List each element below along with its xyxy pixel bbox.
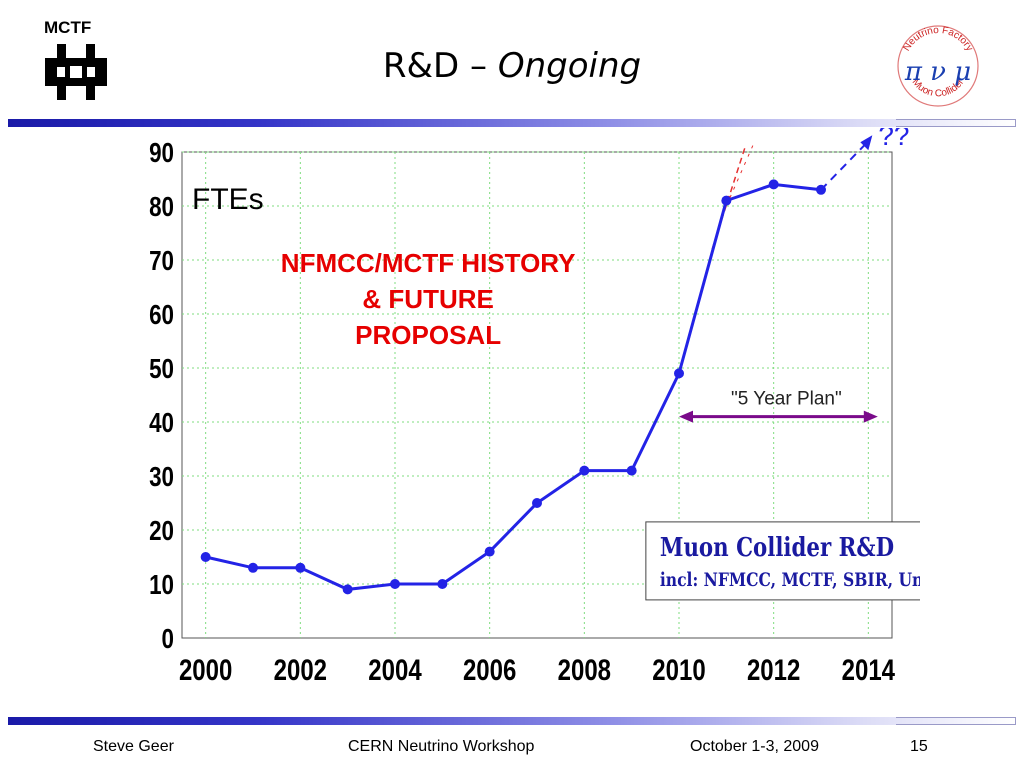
x-tick-label: 2012 [747, 652, 800, 686]
x-tick-label: 2014 [842, 652, 895, 686]
data-point [390, 579, 400, 589]
x-tick-label: 2010 [652, 652, 705, 686]
rd-box [645, 521, 937, 601]
org-label: MCTF [44, 18, 92, 37]
header-divider [8, 118, 1016, 127]
footer-divider [8, 716, 1016, 725]
y-tick-label: 20 [149, 516, 174, 547]
x-tick-label: 2004 [368, 652, 421, 686]
plan-arrowhead-right [863, 410, 878, 423]
y-tick-label: 40 [149, 408, 174, 439]
footer-event: CERN Neutrino Workshop [348, 738, 535, 755]
footer-page-number: 15 [910, 738, 928, 755]
page-title: R&D – Ongoing [0, 46, 1024, 86]
series-line [205, 182, 822, 591]
history-label: NFMCC/MCTF HISTORY [281, 248, 576, 278]
data-point [674, 368, 684, 379]
projection-label: ?? [878, 128, 909, 151]
chart-title: FTEs [192, 183, 264, 216]
data-point [721, 195, 732, 206]
title-italic: Ongoing [497, 46, 642, 86]
plan-label: "5 Year Plan" [731, 389, 842, 410]
trend-line-red [725, 140, 756, 207]
data-point [532, 498, 542, 508]
rd-box-subtitle: incl: NFMCC, MCTF, SBIR, Univ [660, 569, 920, 591]
history-label: PROPOSAL [355, 320, 501, 350]
title-main: R&D – [382, 46, 498, 86]
data-point [626, 465, 637, 476]
data-point [342, 584, 353, 595]
data-point [248, 562, 258, 573]
data-point [484, 546, 495, 557]
fte-chart: 0 10 20 30 40 50 60 70 80 90 2000 2002 2004 2006 2008 2… [130, 120, 939, 698]
neutrino-factory-muon-collider-logo: Neutrino Factory Muon Collider π ν μ [897, 25, 979, 107]
projection-arrowhead [860, 135, 873, 151]
footer-date: October 1-3, 2009 [690, 738, 819, 755]
y-tick-label: 30 [149, 462, 174, 493]
x-tick-label: 2006 [463, 652, 516, 686]
data-point [200, 552, 211, 562]
y-tick-label: 70 [149, 246, 174, 277]
footer-author: Steve Geer [93, 738, 174, 755]
history-label: & FUTURE [362, 284, 493, 314]
y-tick-label: 90 [149, 138, 174, 169]
x-tick-label: 2008 [558, 652, 611, 686]
y-tick-label: 10 [149, 570, 174, 601]
y-tick-label: 0 [162, 624, 174, 655]
svg-text:Neutrino Factory: Neutrino Factory [901, 25, 974, 53]
data-point [816, 184, 826, 195]
data-point [295, 562, 306, 573]
x-tick-label: 2002 [274, 652, 327, 686]
projection-line [820, 140, 870, 191]
data-point [579, 465, 590, 476]
y-tick-label: 80 [149, 192, 174, 223]
chart-svg: 0 10 20 30 40 50 60 70 80 90 2000 2002 2004 2006 2008 2… [149, 120, 939, 686]
plan-arrowhead-left [679, 410, 693, 423]
rd-box-title: Muon Collider R&D [660, 532, 894, 563]
y-tick-label: 60 [149, 300, 174, 331]
x-tick-label: 2000 [179, 652, 232, 686]
data-point [768, 179, 779, 190]
y-tick-label: 50 [149, 354, 174, 385]
logo-symbols: π ν μ [904, 57, 971, 87]
data-point [437, 579, 448, 589]
fermilab-logo [45, 44, 107, 100]
